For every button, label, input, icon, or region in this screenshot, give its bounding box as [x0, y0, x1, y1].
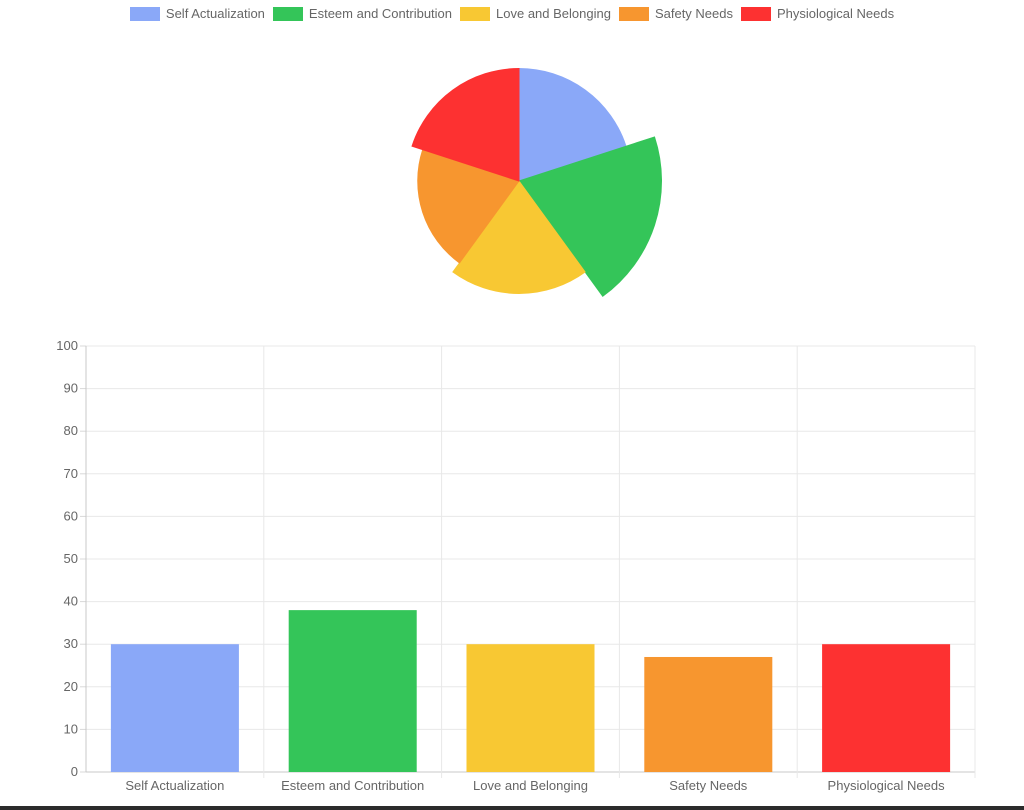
y-tick-label: 0	[71, 764, 78, 779]
bar-self-actualization[interactable]	[110, 644, 239, 772]
polar-segment-safety-needs[interactable]	[417, 149, 520, 264]
legend-item-love-and-belonging[interactable]: Love and Belonging	[460, 6, 611, 21]
y-tick-label: 40	[64, 594, 78, 609]
y-tick-label: 10	[64, 721, 78, 736]
window-bottom-edge	[0, 806, 1024, 810]
legend-swatch	[741, 6, 771, 21]
y-tick-label: 70	[64, 466, 78, 481]
x-tick-label: Self Actualization	[125, 778, 224, 793]
bar-esteem-and-contribution[interactable]	[288, 610, 417, 772]
bar-love-and-belonging[interactable]	[466, 644, 595, 772]
x-tick-label: Safety Needs	[669, 778, 748, 793]
legend-label: Physiological Needs	[777, 6, 895, 21]
bar-physiological-needs[interactable]	[822, 644, 951, 772]
legend-label: Safety Needs	[654, 6, 733, 21]
legend-label: Self Actualization	[165, 6, 265, 21]
legend-item-esteem-and-contribution[interactable]: Esteem and Contribution	[272, 6, 453, 21]
y-tick-label: 50	[64, 551, 78, 566]
legend-label: Love and Belonging	[496, 6, 611, 21]
bar-chart-svg: 0 10 20 30 40 50 60 70 80 90 100 Self Actualization…	[56, 338, 976, 793]
polar-segment-love-and-belonging[interactable]	[452, 180, 586, 294]
x-tick-label: Esteem and Contribution	[281, 778, 424, 793]
polar-area-svg	[411, 67, 662, 297]
chart-legend: Self Actualization Esteem and Contributio…	[0, 6, 1024, 21]
y-tick-label: 90	[64, 381, 78, 396]
polar-segment-physiological-needs[interactable]	[411, 67, 520, 182]
legend-swatch	[618, 6, 649, 21]
legend-item-safety-needs[interactable]: Safety Needs	[618, 6, 733, 21]
y-tick-label: 100	[56, 338, 78, 353]
x-tick-label: Physiological Needs	[828, 778, 946, 793]
polar-segment-self-actualization[interactable]	[518, 67, 627, 182]
y-tick-label: 80	[64, 423, 78, 438]
y-tick-label: 60	[64, 508, 78, 523]
x-tick-label: Love and Belonging	[473, 778, 588, 793]
polar-segment-esteem-and-contribution[interactable]	[518, 136, 662, 297]
bar-safety-needs[interactable]	[644, 656, 773, 772]
legend-swatch	[460, 6, 491, 21]
y-tick-label: 30	[64, 636, 78, 651]
legend-swatch	[129, 6, 160, 21]
legend-label: Esteem and Contribution	[308, 6, 453, 21]
polar-area-chart	[0, 50, 1024, 320]
legend-item-physiological-needs[interactable]: Physiological Needs	[741, 6, 894, 21]
bar-chart: 0 10 20 30 40 50 60 70 80 90 100 Self Actualization…	[0, 335, 1024, 800]
legend-swatch	[272, 6, 303, 21]
y-tick-label: 20	[64, 679, 78, 694]
legend-item-self-actualization[interactable]: Self Actualization	[129, 6, 265, 21]
